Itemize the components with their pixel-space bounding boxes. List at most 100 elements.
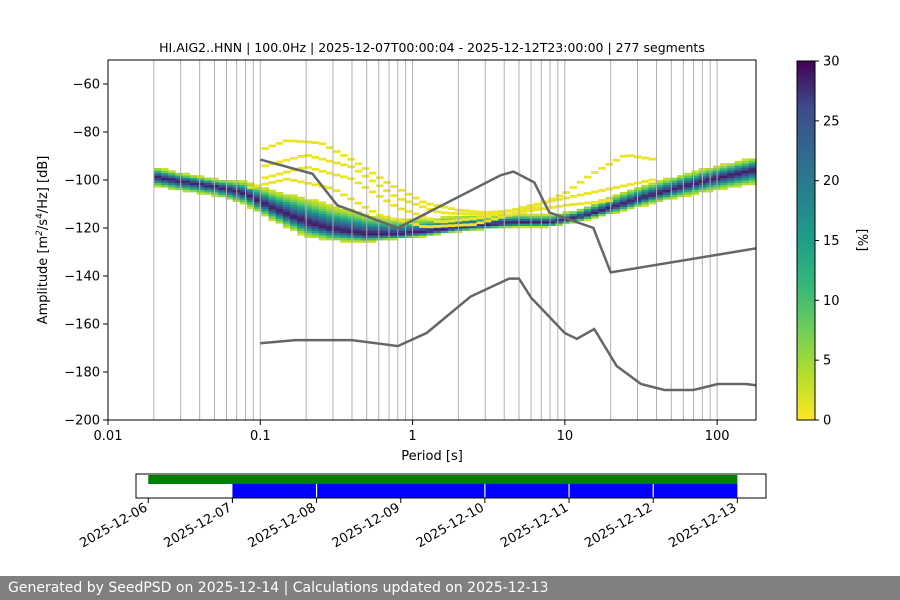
pdf-cell [290, 201, 298, 205]
pdf-cell [691, 180, 700, 183]
pdf-cell [748, 163, 756, 166]
pdf-cell [583, 216, 592, 219]
pdf-cell [325, 225, 334, 229]
pdf-cell [275, 218, 284, 222]
pdf-cell-sparse [626, 183, 635, 186]
pdf-cell [297, 211, 305, 214]
pdf-cell [741, 172, 750, 176]
pdf-cell [318, 216, 327, 219]
pdf-cell [239, 184, 248, 188]
pdf-cell-sparse [619, 154, 628, 158]
pdf-cell [591, 208, 599, 212]
pdf-cell [282, 223, 291, 226]
pdf-cell-sparse [297, 154, 305, 158]
pdf-cell [261, 208, 269, 212]
pdf-cell-sparse [383, 181, 391, 184]
pdf-cell [662, 196, 671, 200]
pdf-cell-sparse [440, 224, 449, 228]
pdf-cell [347, 213, 355, 217]
pdf-cell-sparse [290, 156, 298, 160]
pdf-cell [612, 201, 621, 205]
pdf-cell [225, 194, 234, 198]
pdf-cell [368, 237, 377, 241]
pdf-cell [705, 187, 714, 190]
pdf-cell [282, 220, 291, 224]
pdf-cell [669, 187, 678, 190]
pdf-cell [612, 211, 621, 214]
pdf-cell [268, 204, 277, 207]
pdf-cell [741, 182, 750, 186]
pdf-cell-sparse [569, 203, 578, 206]
timeline-tick-label: 2025-12-09 [330, 500, 403, 551]
pdf-cell-sparse [383, 215, 391, 219]
pdf-cell [161, 168, 169, 171]
psd-plot-area: 0.01 0.1 1 10 100 −200 −180 −160 −140 −120 −100 −8… [35, 59, 757, 464]
pdf-cell [182, 175, 191, 178]
pdf-cell [311, 218, 320, 222]
pdf-cell [383, 237, 391, 241]
pdf-cell [720, 180, 728, 183]
pdf-cell [161, 180, 169, 183]
pdf-cell [383, 220, 391, 224]
pdf-cell [189, 182, 198, 186]
pdf-cell [419, 230, 427, 234]
pdf-cell-sparse [626, 154, 635, 158]
colorbar-tick-label: 10 [823, 294, 840, 309]
pdf-cell [297, 220, 305, 224]
pdf-cell [153, 170, 162, 174]
pdf-cell [476, 223, 484, 226]
pdf-cell [196, 192, 205, 195]
pdf-cell [347, 211, 355, 214]
pdf-cell [591, 213, 599, 217]
pdf-cell [275, 208, 284, 212]
pdf-cell [691, 187, 700, 190]
pdf-cell [282, 218, 291, 222]
pdf-cell [390, 232, 398, 236]
pdf-cell [254, 192, 262, 195]
pdf-cell-sparse [440, 211, 449, 215]
pdf-cell [204, 189, 212, 193]
pdf-cell [311, 232, 320, 236]
pdf-cell-sparse [490, 217, 499, 221]
pdf-cell [734, 182, 743, 186]
x-axis-ticks: 0.01 0.1 1 10 100 [94, 420, 730, 444]
pdf-cell [619, 201, 628, 205]
pdf-cell [368, 230, 377, 234]
pdf-cell [268, 213, 277, 217]
pdf-cell [318, 225, 327, 229]
pdf-cell-sparse [282, 177, 291, 181]
pdf-cell [218, 194, 226, 198]
pdf-cell [741, 168, 750, 171]
pdf-cell-sparse [591, 171, 599, 174]
pdf-cell [677, 182, 685, 186]
pdf-cell-sparse [383, 199, 391, 203]
pdf-cell-sparse [555, 198, 563, 201]
pdf-cell [619, 194, 628, 198]
pdf-cell [204, 184, 212, 188]
pdf-cell [161, 184, 169, 188]
psd-segment-bar [653, 484, 738, 498]
timeline-tick-label: 2025-12-12 [582, 500, 655, 551]
pdf-cell [727, 175, 735, 178]
pdf-cell-sparse [576, 202, 585, 206]
pdf-cell [204, 182, 212, 186]
pdf-cell-sparse [325, 146, 334, 150]
pdf-cell-sparse [275, 160, 284, 164]
pdf-cell [540, 220, 549, 224]
pdf-cell [734, 175, 743, 178]
pdf-cell-sparse [562, 203, 571, 207]
pdf-cell [641, 204, 649, 207]
pdf-cell [720, 168, 728, 171]
pdf-cell [261, 194, 269, 198]
pdf-cell-sparse [598, 200, 606, 203]
pdf-cell [182, 177, 191, 181]
pdf-cell [741, 180, 750, 183]
pdf-cell [175, 180, 183, 183]
pdf-cell [340, 213, 348, 217]
pdf-cell [189, 184, 198, 188]
pdf-cell [297, 216, 305, 219]
pdf-cell-sparse [476, 210, 484, 214]
pdf-cell [290, 220, 298, 224]
pdf-cell [325, 230, 334, 234]
pdf-cell [268, 194, 277, 198]
